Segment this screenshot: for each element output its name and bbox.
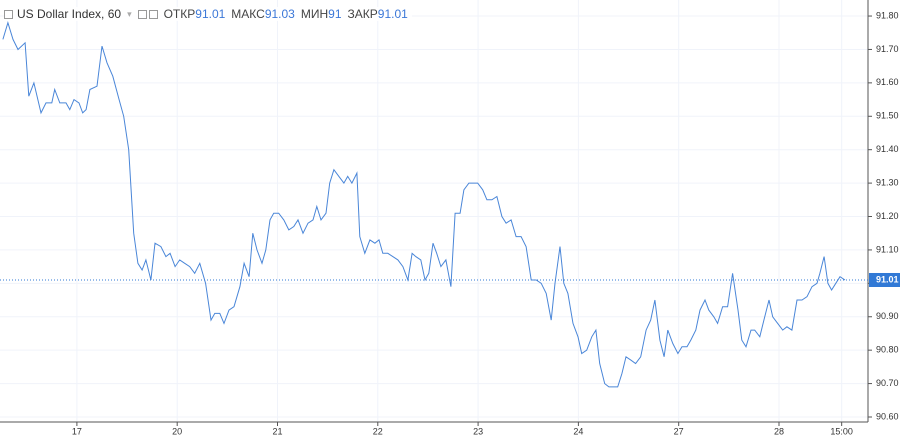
x-tick-label: 15:00 <box>830 426 853 436</box>
x-tick-label: 22 <box>373 426 383 436</box>
x-tick-label: 17 <box>72 426 82 436</box>
y-tick-label: 91.60 <box>876 77 899 87</box>
y-tick-label: 90.80 <box>876 345 899 355</box>
y-tick-label: 91.70 <box>876 44 899 54</box>
y-tick-label: 91.80 <box>876 10 899 20</box>
y-tick-label: 91.40 <box>876 144 899 154</box>
x-tick-label: 23 <box>473 426 483 436</box>
ohlc-label: ЗАКР <box>347 7 378 21</box>
ohlc-label: МАКС <box>231 7 265 21</box>
last-price-label: 91.01 <box>876 274 899 284</box>
ohlc-value: 91.03 <box>264 7 295 21</box>
chart-title: US Dollar Index, 60 <box>17 7 122 21</box>
collapse-icon[interactable] <box>4 9 13 19</box>
ohlc-label: МИН <box>300 7 329 21</box>
ohlc-label: ОТКР <box>163 7 196 21</box>
ohlc-value: 91.01 <box>377 7 408 21</box>
y-tick-label: 91.10 <box>876 244 899 254</box>
x-tick-label: 28 <box>774 426 784 436</box>
price-line <box>2 20 846 388</box>
ohlc-value: 91.01 <box>195 7 226 21</box>
y-tick-label: 90.70 <box>876 378 899 388</box>
y-tick-label: 91.20 <box>876 211 899 221</box>
settings-icon[interactable] <box>137 9 147 19</box>
chart-header: US Dollar Index, 60 ▾ ОТКР 91.01 МАКС 91.03… <box>4 7 412 21</box>
hide-icon[interactable] <box>148 9 158 19</box>
x-tick-label: 27 <box>674 426 684 436</box>
ohlc-value: 91 <box>328 7 342 21</box>
x-tick-label: 21 <box>272 426 282 436</box>
ohlc-values: ОТКР 91.01 МАКС 91.03 МИН 91 ЗАКР 91.01 <box>158 7 408 21</box>
x-tick-label: 20 <box>172 426 182 436</box>
last-price-box <box>869 272 900 287</box>
y-tick-label: 91.50 <box>876 111 899 121</box>
x-tick-label: 24 <box>573 426 583 436</box>
dropdown-icon[interactable]: ▾ <box>127 8 132 19</box>
y-tick-label: 91.30 <box>876 177 899 187</box>
y-tick-label: 90.60 <box>876 411 899 421</box>
y-tick-label: 90.90 <box>876 311 899 321</box>
